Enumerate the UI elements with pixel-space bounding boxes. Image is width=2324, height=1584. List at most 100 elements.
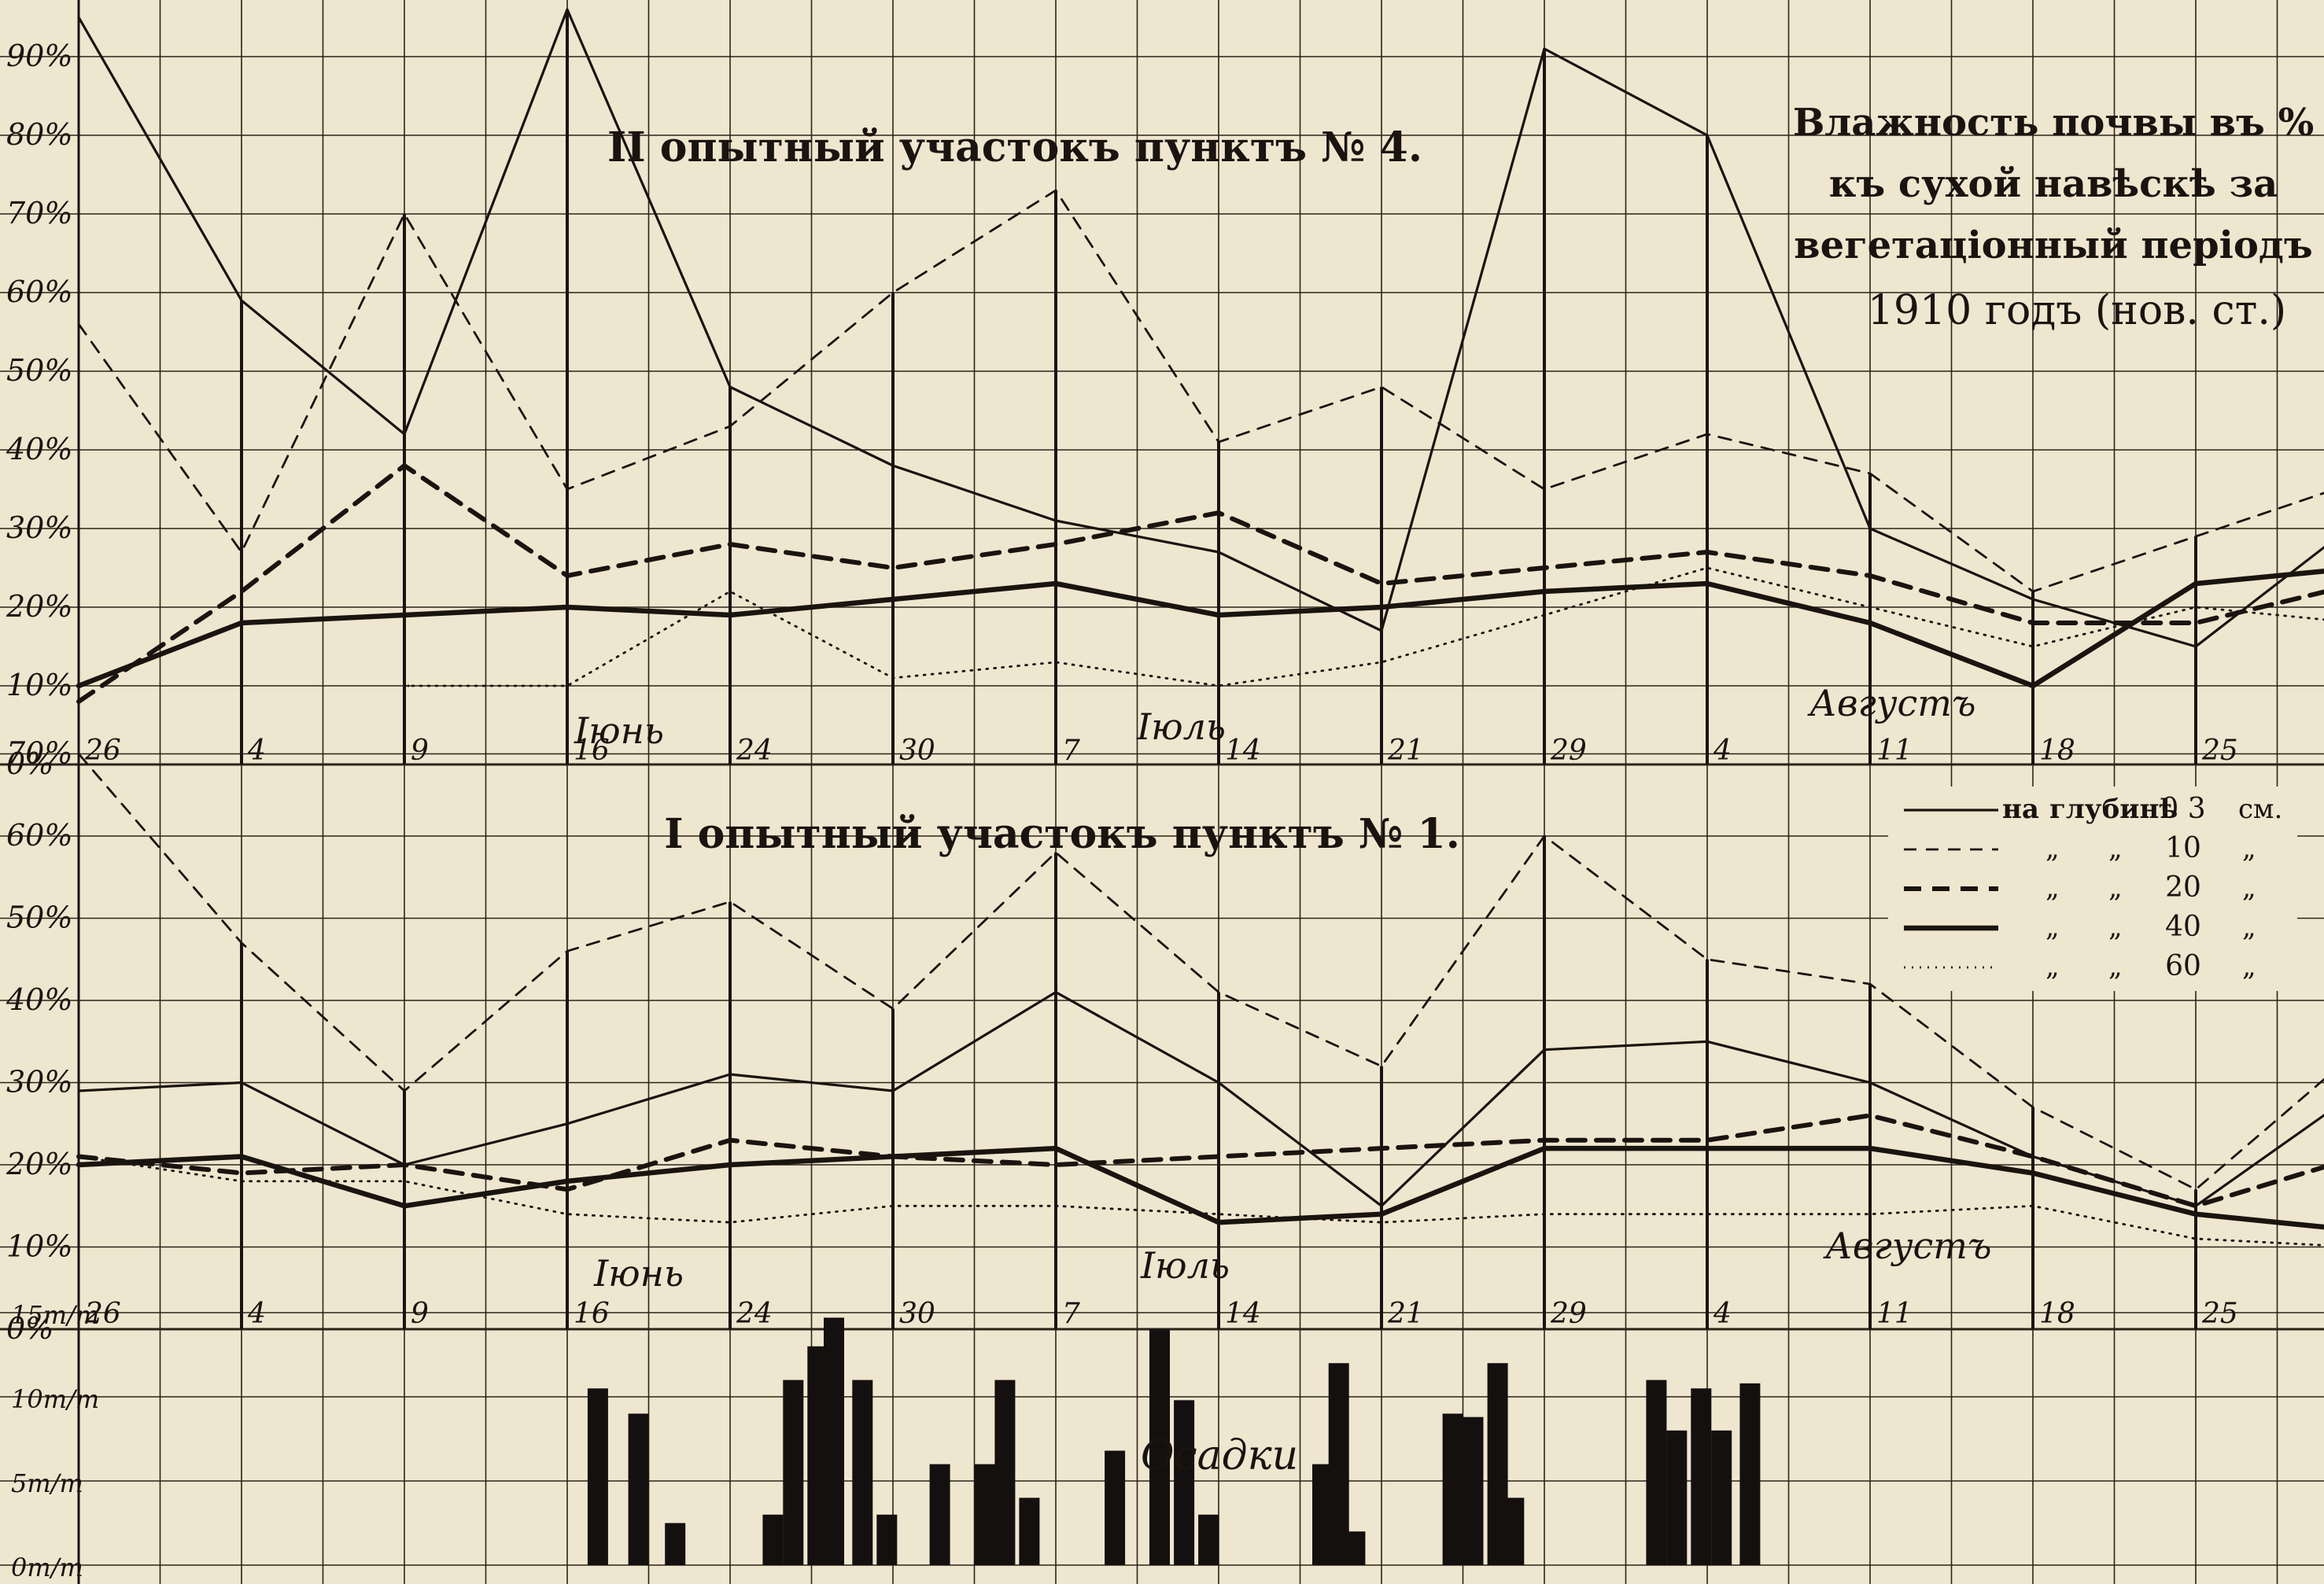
top-y-tick-label: 10% xyxy=(6,668,72,702)
bottom-y-tick-label: 50% xyxy=(6,901,72,935)
top-y-tick-label: 30% xyxy=(6,510,72,545)
bottom-y-tick-label: 40% xyxy=(6,982,72,1017)
legend-ditto-mark: „ xyxy=(2108,833,2123,864)
legend-ditto-mark: „ xyxy=(2242,951,2256,982)
bottom-y-tick-label: 10% xyxy=(6,1229,72,1264)
top-x-tick-label: 26 xyxy=(84,735,121,767)
legend-ditto-mark: „ xyxy=(2242,912,2256,943)
top-x-tick-label: 4 xyxy=(1713,735,1732,767)
precip-bar xyxy=(1149,1329,1170,1565)
bottom-month-label: Іюнь xyxy=(593,1252,684,1295)
top-x-tick-label: 14 xyxy=(1225,735,1261,767)
top-x-tick-label: 16 xyxy=(574,735,610,767)
precip-bar xyxy=(1503,1497,1525,1565)
bottom-y-tick-label: 60% xyxy=(6,818,72,853)
chart-marks xyxy=(76,8,2324,1565)
legend-ditto-mark: „ xyxy=(2108,912,2123,943)
bottom-x-tick-label: 11 xyxy=(1876,1298,1913,1330)
precip-bar xyxy=(1463,1416,1484,1565)
bottom-month-label: Августъ xyxy=(1823,1225,1992,1267)
precip-bar xyxy=(1345,1531,1366,1565)
figure-subtitle-line-2: къ сухой навѣскѣ за xyxy=(1829,162,2278,206)
precip-y-tick-label: 15m/m xyxy=(11,1300,99,1330)
top-chart-title: II опытный участокъ пунктъ № 4. xyxy=(607,123,1422,171)
top-x-tick-label: 9 xyxy=(411,735,429,767)
bottom-series-line xyxy=(77,990,2324,1207)
top-y-tick-label: 60% xyxy=(6,274,72,309)
precip-bar xyxy=(1666,1430,1688,1565)
precipitation-title: Осадки xyxy=(1141,1432,1298,1479)
bottom-series-line xyxy=(76,1145,2324,1230)
precip-bar xyxy=(1019,1497,1040,1565)
legend-entry-depth: 40 xyxy=(2165,911,2201,943)
legend-ditto-mark: „ xyxy=(2108,872,2123,904)
precip-bar xyxy=(1691,1388,1712,1565)
top-y-tick-label: 80% xyxy=(6,117,72,152)
bottom-x-tick-label: 21 xyxy=(1387,1298,1424,1330)
precip-bar xyxy=(824,1317,844,1565)
precip-bar xyxy=(1646,1380,1667,1565)
legend-ditto-mark: „ xyxy=(2045,951,2060,982)
top-x-tick-label: 4 xyxy=(247,735,266,767)
precip-bar xyxy=(1711,1430,1732,1565)
legend-unit: см. xyxy=(2238,794,2282,825)
precip-bar xyxy=(1442,1413,1463,1565)
legend-entry-depth: 60 xyxy=(2165,950,2201,982)
precip-bar xyxy=(994,1380,1016,1565)
bottom-x-tick-label: 4 xyxy=(1713,1298,1732,1330)
legend-ditto-mark: „ xyxy=(2242,872,2256,904)
bottom-y-tick-label: 70% xyxy=(6,736,72,771)
bottom-x-tick-label: 4 xyxy=(247,1298,266,1330)
top-x-tick-label: 30 xyxy=(899,735,935,767)
precip-bar xyxy=(1198,1514,1219,1565)
figure-subtitle-line-3: вегетаціонный періодъ xyxy=(1794,223,2312,267)
top-y-tick-label: 90% xyxy=(6,39,72,73)
bottom-chart-title: I опытный участокъ пунктъ № 1. xyxy=(664,810,1460,858)
bottom-x-tick-label: 25 xyxy=(2201,1298,2238,1330)
top-series-line xyxy=(77,189,2324,593)
precip-bar xyxy=(876,1514,898,1565)
legend-entry-depth: 10 xyxy=(2165,832,2201,864)
top-month-label: Іюнь xyxy=(574,709,664,752)
bottom-x-tick-label: 24 xyxy=(736,1298,773,1330)
legend-ditto-mark: „ xyxy=(2242,833,2256,864)
top-series-line xyxy=(77,8,2324,648)
figure-subtitle-line-4: 1910 годъ (нов. ст.) xyxy=(1868,287,2286,334)
precip-bar xyxy=(852,1380,873,1565)
precip-bar xyxy=(1739,1383,1761,1565)
chart-labels: 0%10%20%30%40%50%60%70%80%90%26 4 9 16 24 30 7… xyxy=(6,39,2297,1582)
bottom-x-tick-label: 16 xyxy=(574,1298,610,1330)
top-x-tick-label: 24 xyxy=(736,735,773,767)
bottom-x-tick-label: 26 xyxy=(84,1298,121,1330)
top-x-tick-label: 21 xyxy=(1387,735,1424,767)
top-x-tick-label: 29 xyxy=(1550,735,1587,767)
precip-bar xyxy=(783,1380,804,1565)
legend-background xyxy=(1888,786,2297,991)
legend-ditto-mark: „ xyxy=(2045,833,2060,864)
precip-bar xyxy=(665,1523,686,1565)
bottom-y-tick-label: 30% xyxy=(6,1065,72,1100)
bottom-x-tick-label: 18 xyxy=(2039,1298,2075,1330)
top-x-tick-label: 25 xyxy=(2201,735,2238,767)
legend-ditto-mark: „ xyxy=(2045,912,2060,943)
precip-y-tick-label: 5m/m xyxy=(11,1468,83,1498)
bottom-series-line xyxy=(77,753,2324,1191)
top-y-tick-label: 0% xyxy=(6,746,53,781)
precip-bar xyxy=(1105,1450,1126,1565)
legend-entry-depth: 20 xyxy=(2165,871,2201,904)
precip-bar xyxy=(1174,1400,1195,1565)
bottom-x-tick-label: 7 xyxy=(1062,1298,1080,1330)
bottom-x-tick-label: 30 xyxy=(899,1298,935,1330)
top-month-label: Іюль xyxy=(1136,705,1226,748)
legend-entry-depth: 0 3 xyxy=(2160,793,2205,825)
legend-header-word: на xyxy=(2002,794,2039,825)
bottom-x-tick-label: 9 xyxy=(411,1298,429,1330)
top-y-tick-label: 40% xyxy=(6,432,72,466)
precip-y-tick-label: 10m/m xyxy=(11,1384,99,1414)
bottom-y-tick-label: 20% xyxy=(6,1147,72,1181)
bottom-y-tick-label: 0% xyxy=(6,1311,53,1346)
top-month-label: Августъ xyxy=(1807,682,1976,724)
top-series-line xyxy=(76,463,2324,704)
top-y-tick-label: 70% xyxy=(6,196,72,230)
bottom-x-tick-label: 29 xyxy=(1550,1298,1587,1330)
